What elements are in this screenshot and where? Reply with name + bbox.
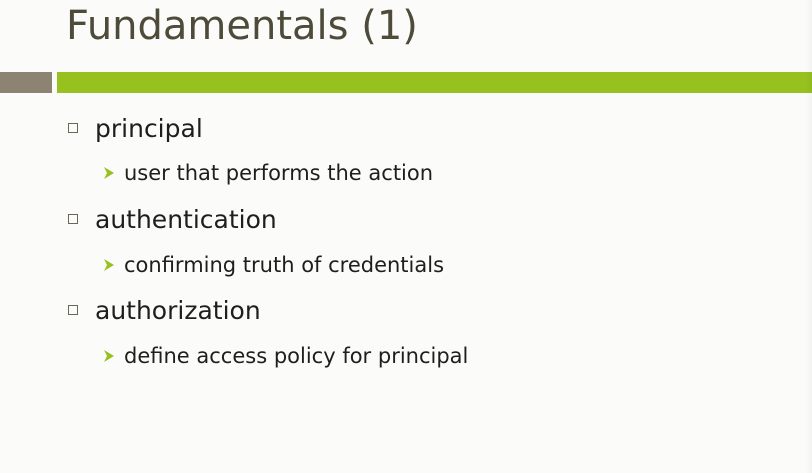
arrow-bullet-icon [104,350,114,362]
slide-edge-shadow [806,0,812,473]
slide-title: Fundamentals (1) [66,3,418,49]
arrow-bullet-icon [104,259,114,271]
bullet-definition: confirming truth of credentials [124,253,445,277]
square-bullet-icon [68,123,78,133]
bullet-authorization: authorization [68,293,261,327]
bullet-authentication: authentication [68,202,277,236]
arrow-bullet-icon [104,167,114,179]
square-bullet-icon [68,214,78,224]
bullet-definition: define access policy for principal [124,344,469,368]
bullet-definition: user that performs the action [124,161,434,185]
square-bullet-icon [68,305,78,315]
sub-bullet-authorization: define access policy for principal [104,342,468,370]
bullet-term: authorization [95,295,261,325]
bullet-term: principal [95,113,203,143]
bullet-principal: principal [68,111,203,145]
sub-bullet-principal: user that performs the action [104,159,433,187]
sub-bullet-authentication: confirming truth of credentials [104,251,444,279]
title-rule-accent-green [57,72,812,93]
title-rule-accent-grey [0,72,52,93]
bullet-term: authentication [95,204,277,234]
